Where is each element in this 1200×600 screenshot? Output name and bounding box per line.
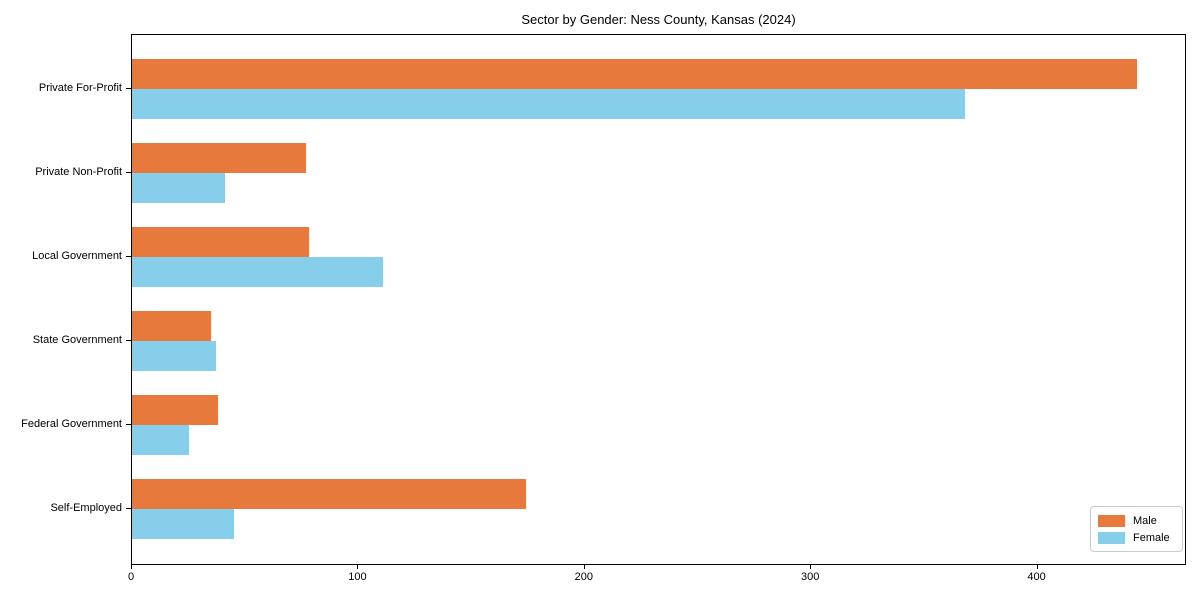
bar-male-self-employed (132, 478, 526, 509)
y-tick-label-federal-government: Federal Government (21, 417, 122, 430)
bar-female-private-for-profit (132, 89, 966, 119)
x-tick-mark (131, 565, 132, 569)
y-tick-mark (126, 255, 131, 257)
y-tick-label-local-government: Local Government (32, 249, 122, 262)
x-tick-label-100: 100 (348, 571, 367, 583)
y-tick-label-state-government: State Government (32, 333, 122, 346)
x-tick-mark (583, 565, 585, 569)
bar-female-self-employed (132, 508, 234, 539)
chart-title: Sector by Gender: Ness County, Kansas (2… (521, 12, 796, 27)
legend: Male Female (1090, 506, 1183, 552)
bar-female-local-government (132, 256, 384, 287)
legend-swatch-male (1098, 514, 1125, 527)
x-tick-label-200: 200 (574, 571, 593, 583)
x-tick-mark (1036, 565, 1038, 569)
bar-male-local-government (132, 226, 309, 257)
y-tick-label-private-non-profit: Private Non-Profit (35, 165, 122, 178)
legend-swatch-female (1098, 531, 1125, 544)
legend-item-male: Male (1098, 512, 1175, 529)
x-tick-label-400: 400 (1027, 571, 1046, 583)
legend-label-male: Male (1133, 514, 1157, 527)
legend-label-female: Female (1133, 531, 1170, 544)
y-tick-mark (126, 171, 131, 173)
bar-female-federal-government (132, 424, 189, 455)
bar-male-state-government (132, 310, 212, 341)
x-tick-label-300: 300 (800, 571, 820, 583)
x-tick-mark (810, 565, 812, 569)
bar-male-federal-government (132, 394, 219, 425)
bar-female-private-non-profit (132, 172, 225, 203)
bar-male-private-for-profit (132, 59, 1138, 89)
bar-male-private-non-profit (132, 142, 307, 173)
bar-female-state-government (132, 340, 216, 371)
y-tick-mark (126, 339, 131, 341)
y-tick-mark (126, 423, 131, 425)
y-tick-mark (126, 88, 131, 89)
plot-area (131, 34, 1186, 565)
y-tick-mark (126, 507, 131, 509)
y-tick-label-private-for-profit: Private For-Profit (38, 82, 122, 94)
x-tick-mark (357, 565, 359, 569)
y-tick-label-self-employed: Self-Employed (50, 501, 122, 514)
legend-item-female: Female (1098, 529, 1175, 546)
x-tick-label-0: 0 (127, 571, 135, 583)
